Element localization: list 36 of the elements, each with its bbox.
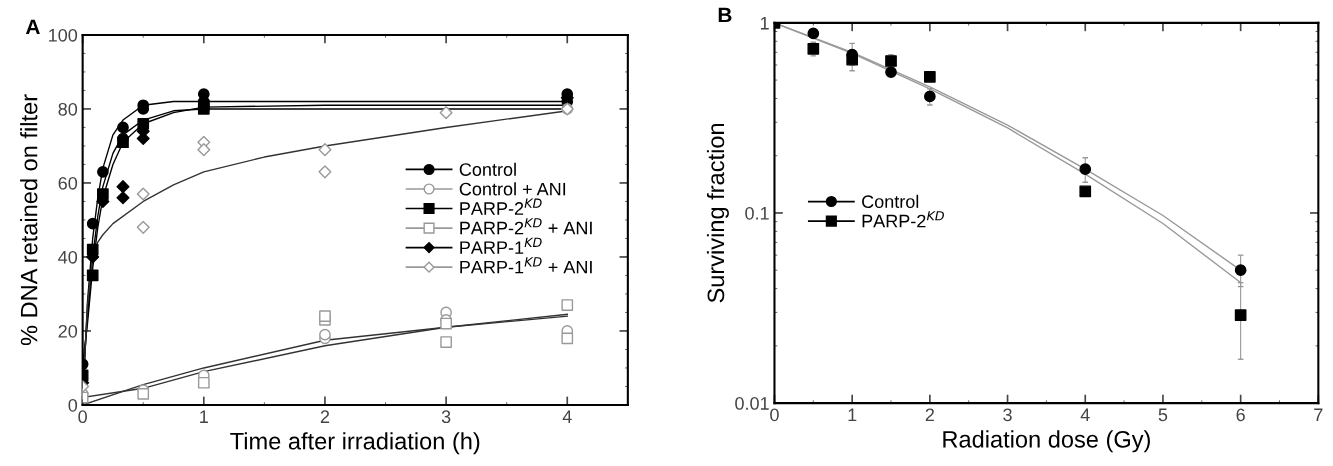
x-axis-title: Radiation dose (Gy) xyxy=(943,430,1150,453)
chart-title: B xyxy=(718,7,732,23)
chart-title: A xyxy=(25,19,40,35)
x-tick-label: 3 xyxy=(441,410,451,424)
x-tick-label: 4 xyxy=(1080,408,1090,422)
y-tick-label: 0.01 xyxy=(735,397,769,410)
y-tick-label: 0.1 xyxy=(745,206,769,220)
x-tick-label: 4 xyxy=(562,410,572,423)
y-tick-label: 80 xyxy=(58,102,78,116)
legend-label: PARP-2$^{KD}$ xyxy=(862,211,944,228)
x-tick-label: 2 xyxy=(925,408,934,422)
x-tick-label: 1 xyxy=(200,410,208,423)
y-tick-label: 1 xyxy=(760,16,769,30)
x-tick-label: 6 xyxy=(1236,408,1245,422)
legend-label: Control + ANI xyxy=(459,182,566,196)
y-axis-title: % DNA retained on filter xyxy=(20,94,38,346)
legend-label: PARP-2$^{KD}$ + ANI xyxy=(460,218,592,235)
y-tick-label: 0 xyxy=(68,398,78,412)
x-tick-label: 2 xyxy=(320,410,330,423)
legend-label: Control xyxy=(459,162,516,176)
legend-label: Control xyxy=(862,194,919,209)
y-tick-label: 40 xyxy=(58,250,78,264)
legend-label: PARP-2$^{KD}$ xyxy=(460,198,542,215)
x-tick-label: 0 xyxy=(770,408,779,422)
x-tick-label: 5 xyxy=(1158,408,1168,422)
x-axis-title: Time after irradiation (h) xyxy=(230,432,480,455)
legend-label: PARP-1$^{KD}$ + ANI xyxy=(460,257,592,274)
x-tick-label: 1 xyxy=(848,408,857,422)
y-axis-title: Surviving fraction xyxy=(706,123,729,303)
x-tick-label: 3 xyxy=(1003,408,1012,422)
legend-label: PARP-1$^{KD}$ xyxy=(460,237,542,254)
y-tick-label: 20 xyxy=(58,324,78,338)
y-tick-label: 100 xyxy=(49,28,78,42)
y-tick-label: 60 xyxy=(58,176,78,190)
x-tick-label: 7 xyxy=(1314,408,1323,422)
x-tick-label: 0 xyxy=(78,410,87,424)
